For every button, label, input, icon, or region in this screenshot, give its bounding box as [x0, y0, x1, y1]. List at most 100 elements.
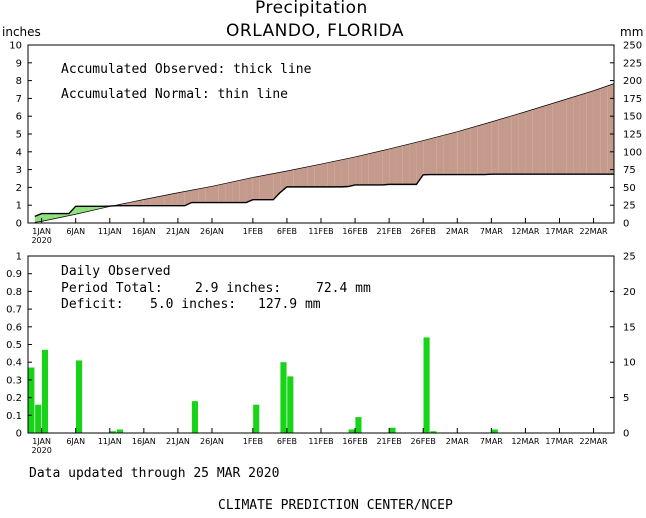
- deficit-segment: [545, 103, 553, 175]
- top-xtick-label: 1FEB: [243, 227, 263, 236]
- deficit-segment: [293, 168, 301, 187]
- daily-bar: [348, 429, 355, 433]
- top-xtick-label: 12MAR: [511, 227, 540, 236]
- deficit-segment: [191, 188, 199, 203]
- deficit-segment: [150, 196, 158, 206]
- deficit-segment: [389, 147, 396, 185]
- top-right-ytick-label: 50: [623, 183, 636, 194]
- top-right-ytick-label: 25: [623, 201, 636, 212]
- daily-bar: [280, 362, 287, 433]
- bottom-xtick-label: 17MAR: [545, 437, 574, 446]
- bottom-right-ytick-label: 0: [623, 429, 629, 440]
- daily-bar: [28, 367, 35, 433]
- deficit-segment: [205, 186, 212, 203]
- deficit-label: Deficit:: [61, 297, 124, 312]
- right-unit-label: mm: [620, 25, 644, 39]
- deficit-segment: [470, 125, 478, 175]
- period-total-inches: 2.9 inches:: [195, 281, 282, 296]
- deficit-segment: [321, 162, 328, 187]
- top-xtick-label: 21JAN: [166, 227, 190, 236]
- bottom-xtick-year-label: 2020: [31, 446, 51, 455]
- daily-bar: [430, 431, 437, 433]
- top-right-ytick-label: 75: [623, 165, 636, 176]
- deficit-segment: [552, 101, 560, 175]
- top-right-ytick-label: 100: [623, 147, 642, 158]
- deficit-segment: [361, 153, 369, 185]
- deficit-segment: [539, 105, 546, 175]
- bottom-xtick-label: 26FEB: [411, 437, 436, 446]
- deficit-segment: [566, 97, 574, 175]
- top-left-ytick-label: 6: [16, 112, 22, 123]
- deficit-segment: [395, 145, 403, 185]
- accumulated-observed-line: [34, 173, 614, 218]
- bottom-xtick-label: 16FEB: [342, 437, 367, 446]
- deficit-segment: [280, 171, 287, 193]
- bottom-left-ytick-label: 0.5: [6, 340, 22, 351]
- bottom-daily-bars: [28, 337, 498, 433]
- data-updated-note: Data updated through 25 MAR 2020: [29, 466, 280, 481]
- deficit-segment: [211, 184, 219, 203]
- deficit-segment: [443, 133, 451, 175]
- deficit-segment: [232, 180, 240, 203]
- deficit-segment: [573, 94, 580, 175]
- period-total-label: Period Total:: [61, 281, 163, 296]
- bottom-left-ytick-label: 0.9: [6, 269, 22, 280]
- bottom-right-ytick-label: 5: [623, 393, 629, 404]
- deficit-segment: [436, 135, 444, 175]
- chart-location: ORLANDO, FLORIDA: [226, 21, 404, 41]
- surplus-segment: [82, 206, 90, 213]
- deficit-segment: [559, 99, 567, 175]
- deficit-segment: [143, 198, 151, 206]
- chart-title: Precipitation: [255, 0, 368, 18]
- top-xtick-label: 21FEB: [376, 227, 401, 236]
- bottom-xtick-label: 21JAN: [166, 437, 190, 446]
- top-right-ytick-label: 125: [623, 130, 642, 141]
- deficit-segment: [423, 138, 431, 175]
- deficit-segment: [157, 195, 165, 206]
- top-xtick-label: 26FEB: [411, 227, 436, 236]
- deficit-segment: [239, 178, 247, 203]
- top-xtick-label: 16FEB: [342, 227, 367, 236]
- deficit-inches: 5.0 inches:: [150, 297, 237, 312]
- daily-bar: [41, 349, 49, 433]
- bottom-xtick-label: 12MAR: [511, 437, 540, 446]
- top-xtick-label: 7MAR: [480, 227, 503, 236]
- deficit-segment: [348, 156, 356, 187]
- daily-bar: [287, 376, 294, 433]
- deficit-segment: [259, 174, 267, 200]
- deficit-segment: [314, 164, 321, 187]
- deficit-segment: [416, 140, 424, 185]
- bottom-right-ytick-label: 15: [623, 322, 636, 333]
- top-left-ytick-label: 10: [9, 41, 22, 52]
- deficit-segment: [382, 148, 390, 185]
- deficit-segment: [579, 92, 587, 175]
- surplus-segment: [96, 206, 103, 210]
- deficit-segment: [430, 137, 437, 175]
- deficit-segment: [402, 143, 410, 185]
- deficit-segment: [123, 202, 131, 206]
- bottom-left-ytick-label: 0.2: [6, 393, 22, 404]
- deficit-segment: [300, 166, 308, 187]
- deficit-segment: [177, 191, 185, 206]
- top-left-ytick-label: 7: [16, 94, 22, 105]
- top-right-ytick-label: 250: [623, 41, 642, 52]
- daily-bar: [253, 404, 260, 433]
- bottom-xtick-label: 21FEB: [376, 437, 401, 446]
- deficit-segment: [198, 187, 206, 203]
- bottom-xtick-label: 6JAN: [66, 437, 85, 446]
- top-right-ytick-label: 0: [623, 219, 629, 230]
- deficit-segment: [246, 177, 253, 203]
- surplus-segment: [48, 213, 56, 220]
- surplus-segment: [41, 213, 49, 222]
- deficit-segment: [341, 158, 349, 187]
- daily-bar: [35, 404, 42, 433]
- top-xtick-year-label: 2020: [31, 236, 51, 245]
- deficit-segment: [504, 115, 512, 175]
- top-accumulated-lines: [34, 83, 615, 223]
- deficit-segment: [286, 169, 294, 187]
- deficit-segment: [607, 83, 614, 175]
- bottom-xtick-label: 7MAR: [480, 437, 503, 446]
- top-xtick-label: 26JAN: [200, 227, 224, 236]
